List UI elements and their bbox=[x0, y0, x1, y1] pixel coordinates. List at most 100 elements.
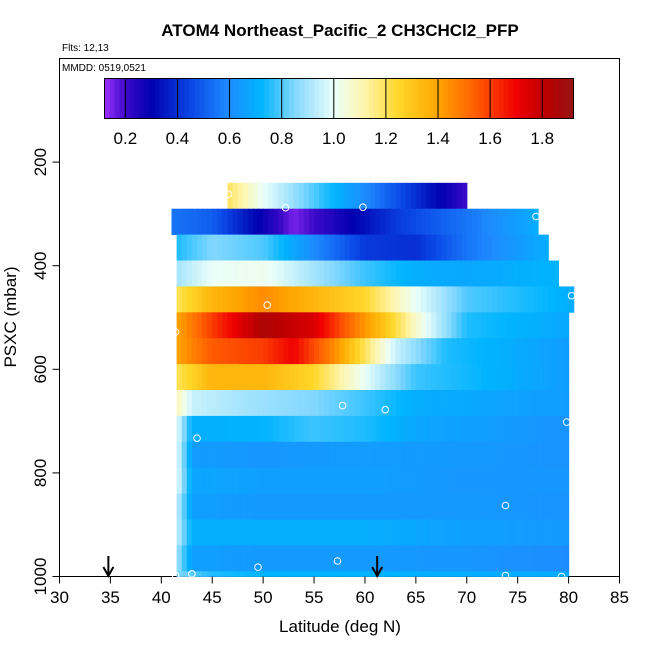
heatmap-cell bbox=[334, 493, 341, 520]
heatmap-cell bbox=[273, 234, 280, 261]
heatmap-cell bbox=[247, 467, 254, 495]
heatmap-cell bbox=[563, 545, 570, 572]
heatmap-cell bbox=[288, 545, 295, 572]
heatmap-cell bbox=[222, 441, 229, 469]
sample-point bbox=[281, 203, 290, 212]
heatmap-cell bbox=[273, 545, 280, 572]
heatmap-cell bbox=[329, 338, 336, 365]
heatmap-cell bbox=[522, 364, 529, 391]
sample-point bbox=[188, 570, 196, 578]
heatmap-cell bbox=[431, 338, 437, 365]
heatmap-cell bbox=[222, 260, 229, 287]
heatmap-cell bbox=[329, 467, 336, 495]
heatmap-cell bbox=[278, 234, 285, 261]
heatmap-cell bbox=[288, 519, 295, 546]
heatmap-cell bbox=[319, 208, 325, 236]
heatmap-cell bbox=[334, 260, 341, 287]
heatmap-cell bbox=[207, 312, 213, 339]
heatmap-cell bbox=[176, 467, 183, 495]
heatmap-cell bbox=[461, 441, 468, 469]
heatmap-cell bbox=[283, 415, 290, 443]
heatmap-cell bbox=[212, 286, 218, 313]
heatmap-cell bbox=[553, 519, 560, 546]
heatmap-cell bbox=[308, 467, 315, 495]
heatmap-cell bbox=[349, 545, 356, 572]
heatmap-cell bbox=[181, 545, 188, 572]
heatmap-cell bbox=[242, 182, 249, 210]
heatmap-cell bbox=[252, 493, 259, 520]
heatmap-layer bbox=[176, 338, 570, 365]
heatmap-cell bbox=[420, 493, 427, 520]
heatmap-cell bbox=[217, 286, 224, 313]
heatmap-cell bbox=[339, 182, 346, 210]
heatmap-cell bbox=[308, 260, 315, 287]
heatmap-cell bbox=[487, 571, 493, 577]
heatmap-cell bbox=[543, 519, 549, 546]
heatmap-cell bbox=[196, 493, 203, 520]
heatmap-cell bbox=[222, 390, 229, 417]
colorbar-swatch bbox=[264, 78, 270, 119]
colorbar-swatch bbox=[418, 78, 425, 119]
heatmap-cell bbox=[375, 182, 381, 210]
heatmap-cell bbox=[441, 441, 448, 469]
heatmap-cell bbox=[319, 182, 325, 210]
heatmap-cell bbox=[487, 286, 493, 313]
heatmap-cell bbox=[339, 545, 346, 572]
colorbar-swatch bbox=[214, 78, 220, 119]
heatmap-cell bbox=[329, 234, 336, 261]
heatmap-cell bbox=[482, 312, 488, 339]
heatmap-cell bbox=[324, 364, 330, 391]
heatmap-cell bbox=[446, 312, 453, 339]
heatmap-cell bbox=[237, 441, 244, 469]
heatmap-cell bbox=[482, 493, 488, 520]
heatmap-cell bbox=[354, 182, 361, 210]
heatmap-cell bbox=[492, 338, 498, 365]
colorbar-swatch bbox=[403, 78, 410, 119]
heatmap-cell bbox=[487, 312, 493, 339]
heatmap-cell bbox=[364, 208, 371, 236]
heatmap-cell bbox=[242, 338, 249, 365]
heatmap-cell bbox=[349, 493, 356, 520]
heatmap-cell bbox=[400, 493, 407, 520]
heatmap-cell bbox=[324, 286, 330, 313]
heatmap-cell bbox=[202, 390, 208, 417]
colorbar-swatch bbox=[548, 78, 555, 119]
heatmap-cell bbox=[375, 415, 381, 443]
heatmap-cell bbox=[217, 571, 224, 577]
heatmap-cell bbox=[252, 467, 259, 495]
heatmap-cell bbox=[395, 415, 402, 443]
heatmap-cell bbox=[400, 467, 407, 495]
heatmap-cell bbox=[548, 441, 554, 469]
heatmap-cell bbox=[522, 234, 529, 261]
heatmap-cell bbox=[354, 467, 361, 495]
heatmap-cell bbox=[268, 286, 274, 313]
heatmap-cell bbox=[497, 519, 504, 546]
heatmap-cell bbox=[263, 493, 269, 520]
heatmap-cell bbox=[527, 260, 534, 287]
heatmap-cell bbox=[258, 208, 264, 236]
heatmap-cell bbox=[456, 467, 463, 495]
heatmap-cell bbox=[405, 364, 412, 391]
heatmap-cell bbox=[563, 441, 570, 469]
heatmap-cell bbox=[380, 390, 386, 417]
heatmap-cell bbox=[207, 234, 213, 261]
heatmap-cell bbox=[548, 286, 554, 313]
heatmap-cell bbox=[222, 545, 229, 572]
heatmap-cell bbox=[400, 312, 407, 339]
heatmap-cell bbox=[446, 208, 453, 236]
heatmap-cell bbox=[308, 571, 315, 577]
heatmap-cell bbox=[278, 286, 285, 313]
heatmap-cell bbox=[390, 545, 397, 572]
heatmap-cell bbox=[558, 415, 565, 443]
heatmap-cell bbox=[395, 182, 402, 210]
heatmap-cell bbox=[415, 415, 422, 443]
heatmap-cell bbox=[461, 286, 468, 313]
heatmap-cell bbox=[517, 364, 524, 391]
colorbar-swatch bbox=[139, 78, 145, 119]
heatmap-cell bbox=[410, 467, 417, 495]
heatmap-cell bbox=[507, 467, 514, 495]
heatmap-cell bbox=[375, 390, 381, 417]
heatmap-cell bbox=[492, 467, 498, 495]
sample-points bbox=[170, 172, 576, 581]
heatmap-cell bbox=[451, 493, 458, 520]
